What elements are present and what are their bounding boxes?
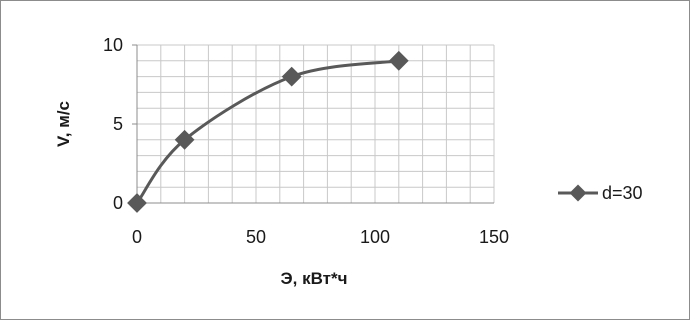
legend: d=30: [558, 183, 643, 203]
legend-marker: [569, 184, 587, 202]
data-point-marker: [174, 129, 195, 150]
data-point-marker: [281, 66, 302, 87]
y-tick-label: 10: [103, 35, 123, 55]
series-line-0: [135, 59, 400, 204]
y-axis-title: V, м/с: [54, 101, 73, 147]
legend-label-d30: d=30: [602, 183, 643, 203]
x-tick-label: 100: [360, 227, 390, 247]
x-tick-label: 0: [132, 227, 142, 247]
tick-labels: 0 50 100 150 0 5 10: [103, 35, 509, 247]
data-point-marker: [127, 193, 147, 213]
x-tick-label: 50: [246, 227, 266, 247]
data-point-marker: [388, 50, 409, 71]
y-tick-label: 0: [113, 193, 123, 213]
y-tick-label: 5: [113, 114, 123, 134]
x-tick-label: 150: [479, 227, 509, 247]
series-layer: [127, 50, 409, 213]
x-axis-title: Э, кВт*ч: [281, 269, 348, 288]
